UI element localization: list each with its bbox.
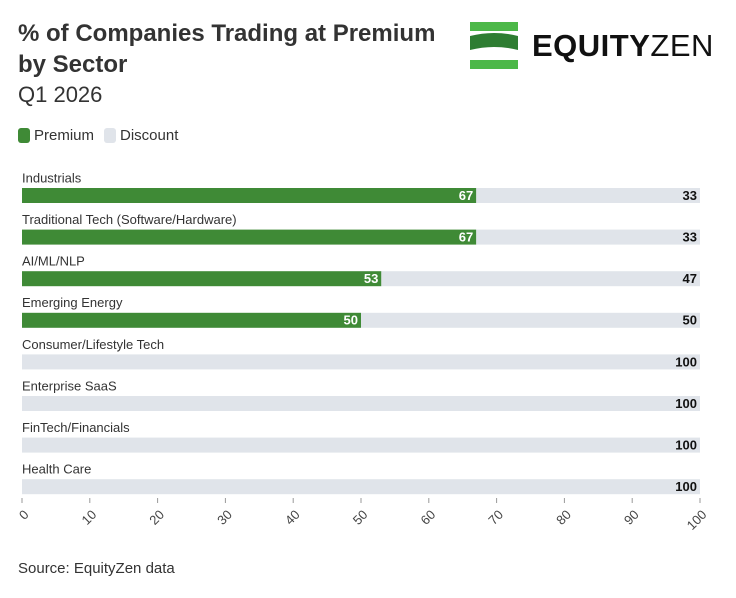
logo-icon xyxy=(470,22,518,69)
bar-segment xyxy=(22,354,700,370)
category-label: FinTech/Financials xyxy=(22,420,130,435)
value-label: 33 xyxy=(683,188,697,203)
legend-item: Discount xyxy=(104,127,178,144)
category-label: Health Care xyxy=(22,462,91,477)
category-label: Enterprise SaaS xyxy=(22,378,117,393)
x-tick-label: 50 xyxy=(350,507,371,528)
chart-title: % of Companies Trading at Premium by Sec… xyxy=(18,20,436,78)
value-label: 100 xyxy=(675,479,697,494)
value-label: 67 xyxy=(459,188,473,203)
bar-segment xyxy=(381,271,700,287)
category-label: Emerging Energy xyxy=(22,295,123,310)
x-tick-label: 80 xyxy=(553,507,574,528)
value-label: 100 xyxy=(675,354,697,369)
legend-item: Premium xyxy=(18,127,94,144)
bar-segment xyxy=(22,188,477,203)
value-label: 100 xyxy=(675,396,697,411)
bar-segment xyxy=(476,188,700,203)
value-label: 50 xyxy=(344,313,358,328)
legend-label: Discount xyxy=(120,127,179,144)
chart-subtitle: Q1 2026 xyxy=(18,82,103,107)
x-tick-label: 40 xyxy=(282,507,303,528)
category-label: Consumer/Lifestyle Tech xyxy=(22,337,164,352)
x-tick-label: 30 xyxy=(214,507,235,528)
logo-bold: EQUITY xyxy=(532,28,651,63)
legend-swatch xyxy=(18,128,30,143)
value-label: 100 xyxy=(675,438,697,453)
x-tick-label: 70 xyxy=(485,507,506,528)
bar-segment xyxy=(22,271,382,287)
category-label: AI/ML/NLP xyxy=(22,254,85,269)
legend-swatch xyxy=(104,128,117,143)
x-tick-label: 10 xyxy=(79,507,100,528)
value-label: 53 xyxy=(364,271,378,286)
x-tick-label: 100 xyxy=(684,507,710,533)
bar-segment xyxy=(476,229,700,245)
value-label: 50 xyxy=(683,313,697,328)
bar-segment xyxy=(22,437,700,453)
value-label: 47 xyxy=(683,271,697,286)
x-tick-label: 20 xyxy=(146,507,167,528)
bar-segment xyxy=(361,312,700,328)
logo-light: ZEN xyxy=(650,28,714,63)
value-label: 67 xyxy=(459,230,473,245)
x-tick-label: 0 xyxy=(16,507,32,523)
x-tick-label: 60 xyxy=(418,507,439,528)
x-tick-label: 90 xyxy=(621,507,642,528)
bar-segment xyxy=(22,229,477,245)
legend-label: Premium xyxy=(34,127,95,144)
category-label: Industrials xyxy=(22,170,82,185)
bar-segment xyxy=(22,312,361,328)
value-label: 33 xyxy=(683,230,697,245)
logo-text: EQUITYZEN xyxy=(532,28,714,64)
legend: Premium Discount xyxy=(18,127,178,144)
source: Source: EquityZen data xyxy=(18,560,175,577)
bar-segment xyxy=(22,396,700,411)
category-label: Traditional Tech (Software/Hardware) xyxy=(22,212,237,227)
bar-segment xyxy=(22,479,700,495)
chart: Industrials 67 33 Traditional Tech (Softwar… xyxy=(16,170,710,533)
